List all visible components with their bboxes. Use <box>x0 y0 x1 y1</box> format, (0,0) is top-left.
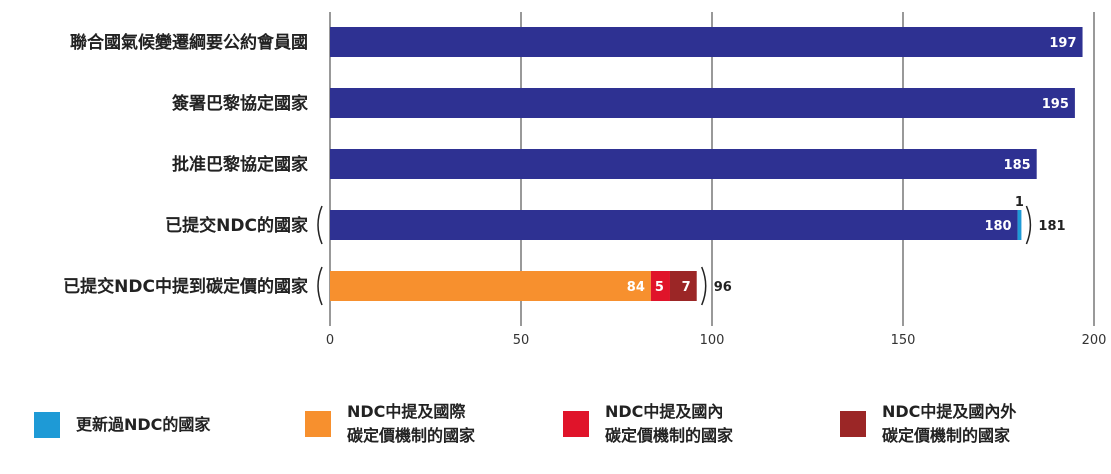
value-label-domestic-4: 5 <box>655 280 664 295</box>
paren-left-4 <box>317 266 323 306</box>
bar-base-1 <box>330 88 1075 118</box>
x-tick-label-1: 50 <box>513 333 530 348</box>
value-label-base-3: 180 <box>984 219 1011 234</box>
legend-label-both: NDC中提及國內外 碳定價機制的國家 <box>882 402 1017 445</box>
legend-item-international: NDC中提及國際 碳定價機制的國家 <box>305 400 475 448</box>
value-label-updated-3: 1 <box>1015 195 1024 210</box>
total-label-3: 181 <box>1038 219 1065 234</box>
x-tick-label-4: 200 <box>1082 333 1107 348</box>
paren-right-3 <box>1025 205 1032 245</box>
legend-swatch-updated <box>34 412 60 438</box>
value-label-base-1: 195 <box>1042 97 1069 112</box>
value-label-base-0: 197 <box>1049 36 1076 51</box>
legend-label-international: NDC中提及國際 碳定價機制的國家 <box>347 402 476 445</box>
category-label-1: 簽署巴黎協定國家 <box>172 93 308 114</box>
category-label-4: 已提交NDC中提到碳定價的國家 <box>63 276 308 297</box>
legend-swatch-domestic <box>563 411 589 437</box>
chart: 聯合國氣候變遷綱要公約會員國 197 簽署巴黎協定國家 195 批准巴黎協定國家 185 已… <box>63 12 1107 348</box>
legend-item-updated: 更新過NDC的國家 <box>34 412 210 438</box>
value-label-both-4: 7 <box>682 280 691 295</box>
legend-swatch-international <box>305 411 331 437</box>
category-label-2: 批准巴黎協定國家 <box>172 154 308 175</box>
value-label-intl-4: 84 <box>627 280 645 295</box>
legend-label-updated: 更新過NDC的國家 <box>76 415 211 434</box>
bar-both-4 <box>669 271 697 301</box>
legend-swatch-both <box>840 411 866 437</box>
value-label-base-2: 185 <box>1004 158 1031 173</box>
bar-updated-3 <box>1017 210 1022 240</box>
x-tick-label-2: 100 <box>700 333 725 348</box>
bar-base-3 <box>330 210 1018 240</box>
legend-label-domestic: NDC中提及國內 碳定價機制的國家 <box>605 402 734 445</box>
total-label-4: 96 <box>714 280 732 295</box>
bar-base-0 <box>330 27 1083 57</box>
x-tick-label-3: 150 <box>891 333 916 348</box>
bar-base-2 <box>330 149 1037 179</box>
x-tick-label-0: 0 <box>326 333 334 348</box>
category-label-0: 聯合國氣候變遷綱要公約會員國 <box>70 32 308 53</box>
bar-intl-4 <box>330 271 651 301</box>
legend-item-domestic: NDC中提及國內 碳定價機制的國家 <box>563 400 733 448</box>
legend: 更新過NDC的國家 NDC中提及國際 碳定價機制的國家 NDC中提及國內 碳定價… <box>0 400 1111 470</box>
paren-right-4 <box>701 266 707 306</box>
category-label-3: 已提交NDC的國家 <box>165 215 308 236</box>
bar-domestic-4 <box>650 271 670 301</box>
paren-left-3 <box>317 205 323 245</box>
legend-item-both: NDC中提及國內外 碳定價機制的國家 <box>840 400 1016 448</box>
